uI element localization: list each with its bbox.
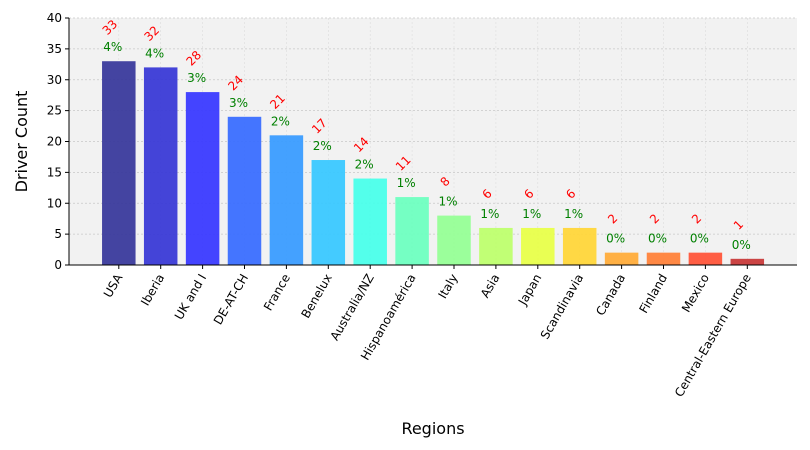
percent-label: 0% <box>690 232 709 246</box>
x-tick-label: Finland <box>637 272 671 316</box>
percent-label: 2% <box>271 114 290 128</box>
percent-label: 4% <box>103 40 122 54</box>
x-tick-label: UK and I <box>172 272 209 323</box>
bar <box>604 252 639 265</box>
x-tick-label: Italy <box>435 272 460 302</box>
bar <box>185 92 220 265</box>
y-tick-label: 40 <box>47 11 62 25</box>
bar <box>437 215 471 265</box>
x-tick-label: Asia <box>478 272 503 301</box>
percent-label: 3% <box>187 71 206 85</box>
percent-label: 2% <box>355 158 374 172</box>
bar <box>143 67 178 266</box>
percent-label: 1% <box>564 207 583 221</box>
x-tick-label: DE-AT-CH <box>211 272 251 328</box>
bar <box>646 252 681 265</box>
x-tick-label: Iberia <box>138 272 167 309</box>
bar <box>688 252 723 265</box>
x-tick-label: France <box>261 272 293 314</box>
x-tick-label: Mexico <box>679 272 712 315</box>
percent-label: 1% <box>438 195 457 209</box>
y-axis-label: Driver Count <box>12 91 31 193</box>
y-tick-label: 35 <box>47 42 62 56</box>
y-tick-label: 25 <box>47 104 62 118</box>
x-tick-label: Benelux <box>298 272 334 321</box>
bar <box>102 61 136 265</box>
bar <box>395 197 429 265</box>
x-tick-label: Australia/NZ <box>328 272 377 343</box>
y-ticks: 0 5 10 15 20 25 30 35 40 <box>47 11 69 272</box>
bar <box>269 135 304 265</box>
x-tick-label: Central-Eastern Europe <box>672 272 754 400</box>
x-ticks: USA Iberia UK and I DE-AT-CH France BeneluxAu… <box>101 265 754 399</box>
y-tick-label: 15 <box>47 165 62 179</box>
percent-label: 2% <box>313 139 332 153</box>
x-tick-label: Japan <box>515 272 544 309</box>
percent-label: 0% <box>648 232 667 246</box>
percent-label: 3% <box>229 96 248 110</box>
bar <box>311 160 346 265</box>
bar <box>227 116 262 265</box>
y-tick-label: 20 <box>47 135 62 149</box>
x-axis-label: Regions <box>401 419 464 438</box>
percent-label: 0% <box>606 232 625 246</box>
y-tick-label: 10 <box>47 196 62 210</box>
percent-label: 4% <box>145 46 164 60</box>
x-tick-label: USA <box>101 271 126 300</box>
percent-label: 1% <box>480 207 499 221</box>
bar <box>479 227 513 265</box>
bar <box>521 227 555 265</box>
y-tick-label: 30 <box>47 73 62 87</box>
bar <box>562 227 597 265</box>
percent-label: 0% <box>732 238 751 252</box>
x-tick-label: Canada <box>593 272 628 319</box>
bar <box>730 258 765 265</box>
bars-group <box>102 61 765 266</box>
bar <box>353 178 387 265</box>
percent-label: 1% <box>522 207 541 221</box>
y-tick-label: 5 <box>54 227 62 241</box>
x-tick-label: Scandinavia <box>538 272 587 342</box>
y-tick-label: 0 <box>54 258 62 272</box>
percent-label: 1% <box>397 176 416 190</box>
